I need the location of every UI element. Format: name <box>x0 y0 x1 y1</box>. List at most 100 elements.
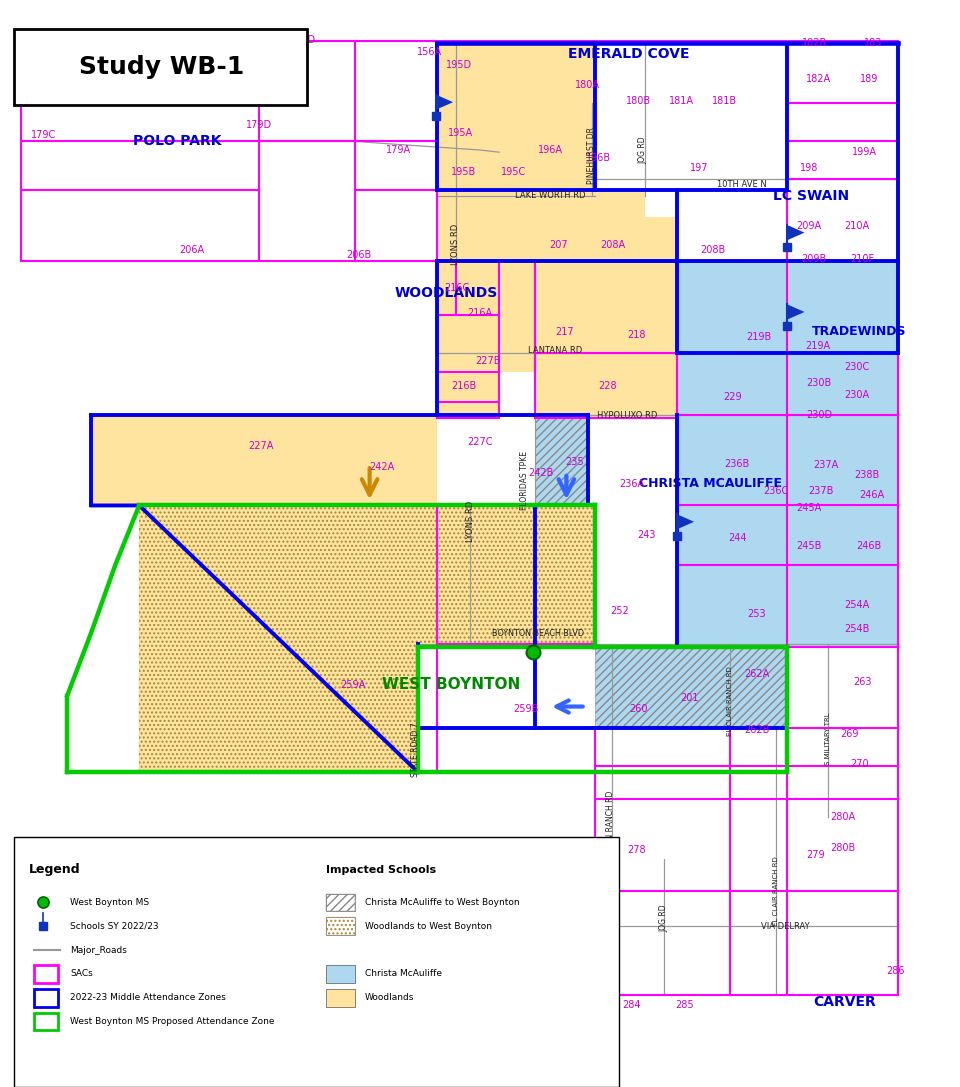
Polygon shape <box>677 514 694 529</box>
Text: 244: 244 <box>728 533 747 544</box>
Text: 279: 279 <box>806 850 826 861</box>
Text: 254B: 254B <box>845 624 870 635</box>
Text: 262A: 262A <box>744 669 769 679</box>
Text: 252: 252 <box>610 605 629 616</box>
Text: EL CLAIR RANCH RD: EL CLAIR RANCH RD <box>773 857 779 926</box>
FancyBboxPatch shape <box>14 29 307 105</box>
FancyBboxPatch shape <box>14 837 619 1087</box>
Polygon shape <box>91 415 437 505</box>
Text: S MILITARY TRL: S MILITARY TRL <box>825 713 830 765</box>
Text: 179A: 179A <box>386 145 411 155</box>
Polygon shape <box>437 43 677 418</box>
Text: 216C: 216C <box>444 283 469 293</box>
Text: 206A: 206A <box>180 245 204 255</box>
Polygon shape <box>787 225 804 240</box>
Text: 500D: 500D <box>289 35 316 46</box>
Text: 5: 5 <box>18 38 24 49</box>
Text: 245A: 245A <box>797 502 822 513</box>
Text: 219B: 219B <box>746 332 771 342</box>
Text: POLO PARK: POLO PARK <box>133 135 222 148</box>
Text: 209B: 209B <box>802 253 827 264</box>
Text: 2022-23 Middle Attendance Zones: 2022-23 Middle Attendance Zones <box>70 994 226 1002</box>
Text: 199A: 199A <box>852 147 876 158</box>
Text: LAKE WORTH RD: LAKE WORTH RD <box>515 191 586 200</box>
Text: 216A: 216A <box>468 308 492 318</box>
Text: 236C: 236C <box>763 486 788 497</box>
Text: 181A: 181A <box>669 96 694 107</box>
Text: 270: 270 <box>850 759 869 770</box>
Text: Christa McAuliffe: Christa McAuliffe <box>365 970 442 978</box>
Text: 253: 253 <box>747 609 766 620</box>
Text: 229: 229 <box>723 391 742 402</box>
Text: SACs: SACs <box>70 970 93 978</box>
Polygon shape <box>595 647 787 728</box>
Text: TRADEWINDS: TRADEWINDS <box>812 325 906 338</box>
Text: 238B: 238B <box>854 470 879 480</box>
Text: 236B: 236B <box>725 459 750 470</box>
Text: 196B: 196B <box>586 152 611 163</box>
Text: 206B: 206B <box>347 250 372 261</box>
Polygon shape <box>139 505 595 772</box>
Text: 230A: 230A <box>845 389 870 400</box>
Text: 179D: 179D <box>246 120 273 130</box>
Text: 207: 207 <box>549 239 568 250</box>
Text: 227B: 227B <box>475 355 500 366</box>
Text: 182A: 182A <box>806 74 831 85</box>
Text: BOYNTON BEACH BLVD: BOYNTON BEACH BLVD <box>492 629 584 638</box>
Text: Study WB-1: Study WB-1 <box>79 55 244 79</box>
Polygon shape <box>677 261 787 415</box>
Text: 262B: 262B <box>744 725 769 736</box>
FancyBboxPatch shape <box>34 965 58 983</box>
Polygon shape <box>91 415 437 505</box>
Text: 183: 183 <box>864 38 883 49</box>
Text: 228: 228 <box>598 380 617 391</box>
Text: VIA DELRAY: VIA DELRAY <box>761 922 809 930</box>
Polygon shape <box>436 95 453 110</box>
Text: 245B: 245B <box>797 540 822 551</box>
Text: 195B: 195B <box>451 166 476 177</box>
Text: 284: 284 <box>622 1000 641 1011</box>
Text: EL CLAIR RANCH RD: EL CLAIR RANCH RD <box>727 666 732 736</box>
Text: 219A: 219A <box>805 340 830 351</box>
Text: 180A: 180A <box>575 79 600 90</box>
Text: Woodlands: Woodlands <box>365 994 414 1002</box>
Text: 209A: 209A <box>797 221 822 232</box>
Text: Impacted Schools: Impacted Schools <box>326 864 437 875</box>
Text: CARVER: CARVER <box>813 996 876 1009</box>
Polygon shape <box>787 304 804 320</box>
Text: LANTANA RD: LANTANA RD <box>528 346 582 354</box>
Text: 237B: 237B <box>808 486 833 497</box>
Text: 285: 285 <box>675 1000 694 1011</box>
Text: LYONS RD: LYONS RD <box>450 224 460 265</box>
Polygon shape <box>677 261 898 647</box>
Text: 236A: 236A <box>619 478 644 489</box>
FancyBboxPatch shape <box>326 989 355 1007</box>
Text: Woodlands to West Boynton: Woodlands to West Boynton <box>365 922 492 930</box>
Text: 195A: 195A <box>448 127 473 138</box>
Text: 195D: 195D <box>445 60 472 71</box>
Text: 269: 269 <box>840 728 859 739</box>
Text: HYPOLUXO RD: HYPOLUXO RD <box>597 411 657 420</box>
Text: 277: 277 <box>588 908 608 919</box>
Text: 235: 235 <box>564 457 584 467</box>
Text: 227C: 227C <box>468 437 492 448</box>
Text: West Boynton MS Proposed Attendance Zone: West Boynton MS Proposed Attendance Zone <box>70 1017 275 1026</box>
Text: JOG RD: JOG RD <box>638 136 648 164</box>
Text: 180B: 180B <box>626 96 651 107</box>
Text: FLORIDAS TPKE: FLORIDAS TPKE <box>519 451 529 510</box>
Text: 242A: 242A <box>370 462 395 473</box>
Text: LC SWAIN: LC SWAIN <box>773 189 850 202</box>
Text: 286: 286 <box>886 965 905 976</box>
Text: 280B: 280B <box>830 842 855 853</box>
Text: WEST BOYNTON: WEST BOYNTON <box>382 677 520 692</box>
Text: 208A: 208A <box>600 239 625 250</box>
Text: CHRISTA MCAULIFFE: CHRISTA MCAULIFFE <box>639 477 781 490</box>
Text: 246B: 246B <box>856 540 881 551</box>
Text: 198: 198 <box>800 163 819 174</box>
Text: 263: 263 <box>852 676 872 687</box>
Text: 254A: 254A <box>845 600 870 611</box>
Text: 210A: 210A <box>845 221 870 232</box>
Text: Schools SY 2022/23: Schools SY 2022/23 <box>70 922 158 930</box>
Text: 242B: 242B <box>528 467 553 478</box>
Text: PINEHURST DR: PINEHURST DR <box>587 127 596 184</box>
